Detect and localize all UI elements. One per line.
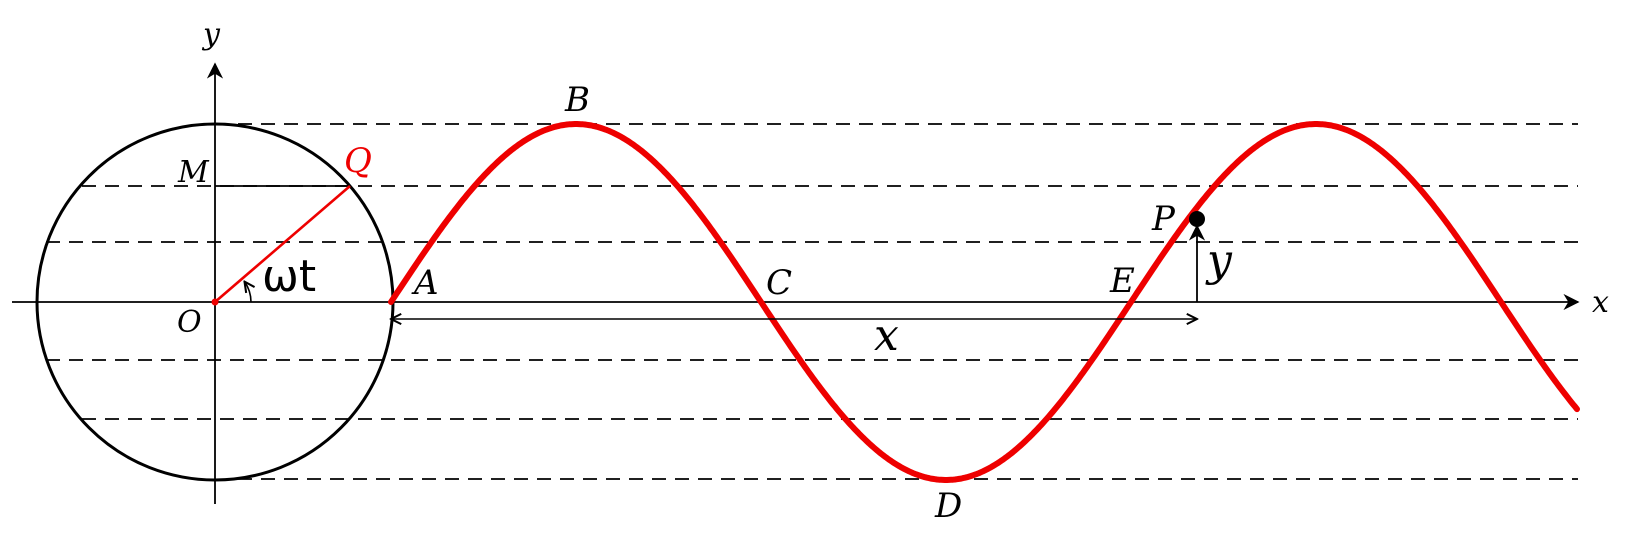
point-c-label: C xyxy=(766,263,792,303)
q-label: Q xyxy=(344,141,372,181)
point-b-label: B xyxy=(564,80,590,120)
point-p-dot xyxy=(1189,211,1205,227)
origin-label: O xyxy=(177,305,202,340)
point-p-label: P xyxy=(1151,199,1176,239)
sine-wave xyxy=(388,121,1580,483)
x-distance-label: x xyxy=(874,310,899,361)
point-a-label: A xyxy=(411,263,439,303)
dashed-guides xyxy=(46,123,1578,480)
origin-dot xyxy=(211,298,219,306)
radius-oq xyxy=(214,185,351,303)
point-e-label: E xyxy=(1109,261,1135,301)
angle-arc xyxy=(245,282,252,303)
m-label: M xyxy=(177,155,210,190)
x-axis-label: x xyxy=(1592,285,1609,320)
angle-label: ωt xyxy=(262,251,316,302)
point-d-label: D xyxy=(934,486,962,526)
y-displacement-label: y xyxy=(1205,235,1233,286)
y-axis-label: y xyxy=(201,17,221,52)
